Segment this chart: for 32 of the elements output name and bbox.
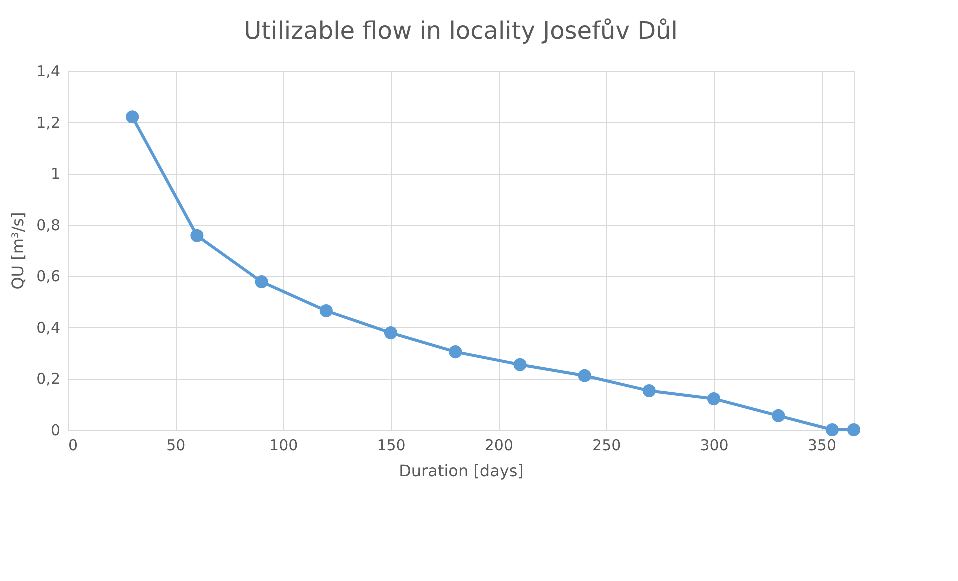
point [190, 229, 204, 242]
x-tick-label: 350 [808, 436, 837, 454]
point [126, 110, 140, 124]
x-tick-label: 300 [700, 436, 729, 454]
point [708, 392, 721, 406]
y-tick-label: 1 [50, 165, 60, 184]
point [514, 358, 527, 372]
point [449, 346, 462, 359]
x-tick-label: 0 [68, 436, 78, 454]
point [642, 384, 656, 398]
point [578, 369, 592, 382]
x-tick-label: 50 [166, 436, 186, 454]
x-tick-label: 250 [592, 436, 622, 454]
y-tick-label: 1,4 [36, 62, 60, 80]
x-tick-label: 200 [484, 436, 514, 454]
point [826, 423, 839, 437]
point [320, 304, 333, 318]
point [255, 276, 268, 289]
y-tick-label: 1,2 [36, 114, 60, 132]
x-axis-title: Duration [days] [399, 462, 524, 480]
x-tick-label: 100 [270, 436, 298, 454]
y-axis-title: QU [m³/s] [8, 212, 28, 290]
y-tick-label: 0,2 [36, 370, 60, 388]
y-tick-label: 0,8 [36, 216, 60, 234]
point [772, 409, 786, 422]
point [384, 326, 398, 340]
y-tick-label: 0,4 [36, 318, 60, 337]
y-tick-label: 0 [50, 422, 60, 440]
chart-title: Utilizable flow in locality Josefův Důl [244, 17, 678, 45]
point [847, 423, 861, 437]
y-tick-label: 0,6 [36, 268, 60, 286]
x-tick-label: 150 [377, 436, 406, 454]
